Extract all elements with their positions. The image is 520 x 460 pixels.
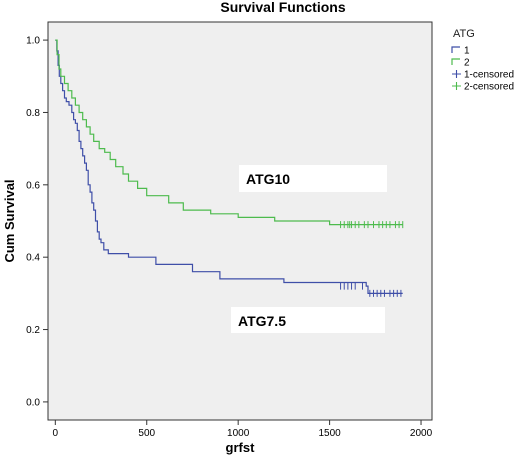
series-layer	[55, 39, 404, 297]
y-tick-label: 0.4	[26, 253, 40, 264]
legend-label: 1	[464, 46, 470, 57]
x-axis-label: grfst	[226, 440, 256, 455]
legend-title: ATG	[453, 28, 475, 40]
annotation-atg10: ATG10	[246, 171, 290, 187]
x-tick-label: 500	[138, 428, 155, 439]
legend-label: 1-censored	[464, 70, 514, 81]
x-axis: 0 500 1000 1500 2000	[53, 420, 433, 439]
annotation-atg75: ATG7.5	[238, 313, 286, 329]
legend-swatch	[452, 82, 461, 90]
x-tick-label: 0	[53, 428, 59, 439]
x-tick-label: 2000	[410, 428, 433, 439]
series-line-2	[55, 39, 403, 226]
y-tick-label: 0.8	[26, 108, 40, 119]
y-tick-label: 0.6	[26, 180, 40, 191]
plot-area	[47, 21, 433, 421]
legend-swatch	[451, 58, 460, 65]
legend-label: 2-censored	[464, 82, 514, 93]
series-line-1	[55, 39, 403, 294]
chart-title: Survival Functions	[220, 0, 345, 15]
y-tick-label: 0.2	[26, 325, 40, 336]
y-axis-label: Cum Survival	[2, 179, 17, 262]
legend-label: 2	[464, 58, 470, 69]
annotation-box-atg10	[239, 165, 387, 192]
annotation-box-atg75	[231, 307, 385, 333]
y-tick-label: 0.0	[26, 397, 40, 408]
y-axis: 0.0 0.2 0.4 0.6 0.8 1.0	[26, 36, 48, 408]
legend-swatch	[452, 70, 461, 78]
legend-swatch	[451, 46, 460, 53]
x-tick-label: 1500	[318, 428, 341, 439]
x-tick-label: 1000	[227, 428, 250, 439]
y-tick-label: 1.0	[26, 36, 40, 47]
